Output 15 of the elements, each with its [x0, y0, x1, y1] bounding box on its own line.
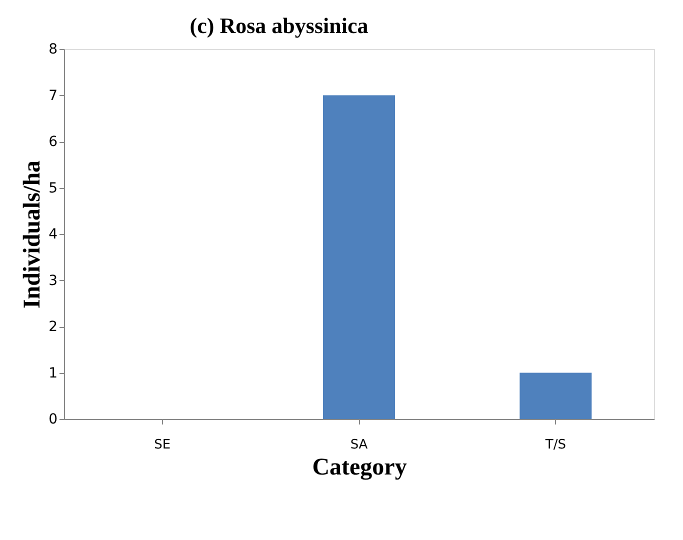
y-tick-label: 4	[48, 226, 58, 242]
y-tick-label: 8	[48, 42, 58, 58]
y-tick-label: 5	[48, 180, 58, 196]
y-axis-title: Individuals/ha	[20, 160, 46, 309]
y-tick-label: 6	[48, 134, 58, 150]
chart-title: (c) Rosa abyssinica	[190, 13, 368, 38]
y-tick-label: 1	[48, 365, 58, 382]
x-tick-label: SA	[350, 438, 368, 452]
x-tick-label: T/S	[544, 438, 566, 452]
y-tick-label: 2	[48, 319, 58, 335]
y-tick-label: 7	[48, 88, 58, 104]
y-tick-label: 0	[48, 412, 58, 428]
x-tick-label: SE	[154, 438, 171, 452]
x-axis-title: Category	[312, 454, 407, 480]
y-tick-label: 3	[48, 272, 58, 289]
